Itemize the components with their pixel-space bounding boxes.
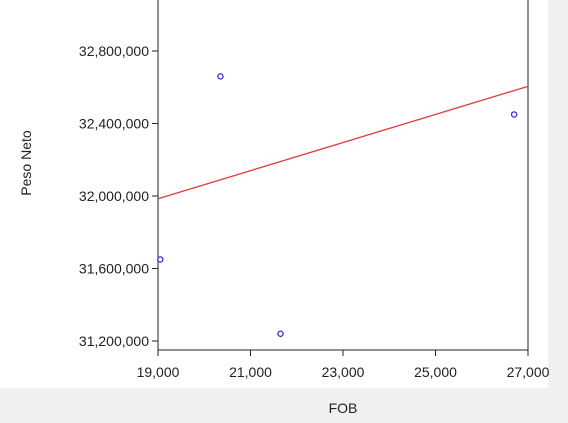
y-tick-labels: 31,200,000 31,600,000 32,000,000 32,400,000… — [79, 43, 149, 349]
x-tick-label: 19,000 — [137, 364, 180, 380]
plot-area — [158, 0, 528, 350]
x-tick-label: 21,000 — [229, 364, 272, 380]
y-tick-label: 32,800,000 — [79, 43, 149, 59]
bottom-label-band — [0, 388, 568, 423]
data-point — [277, 330, 284, 337]
y-tick-label: 32,000,000 — [79, 188, 149, 204]
right-band — [548, 0, 568, 423]
tick-marks — [152, 50, 529, 356]
y-tick-label: 31,200,000 — [79, 333, 149, 349]
y-axis-label: Peso Neto — [18, 130, 34, 196]
data-point — [217, 73, 224, 80]
x-axis-label: FOB — [329, 400, 358, 416]
fit-line-layer — [157, 85, 529, 200]
x-tick-labels: 19,000 21,000 23,000 25,000 27,000 — [137, 364, 550, 380]
fit-line — [157, 85, 529, 200]
x-tick-label: 25,000 — [414, 364, 457, 380]
x-tick-label: 23,000 — [322, 364, 365, 380]
data-point — [510, 111, 518, 118]
data-point — [157, 256, 164, 263]
y-tick-label: 32,400,000 — [79, 116, 149, 132]
points-layer — [157, 73, 518, 337]
y-tick-label: 31,600,000 — [79, 261, 149, 277]
x-tick-label: 27,000 — [507, 364, 550, 380]
